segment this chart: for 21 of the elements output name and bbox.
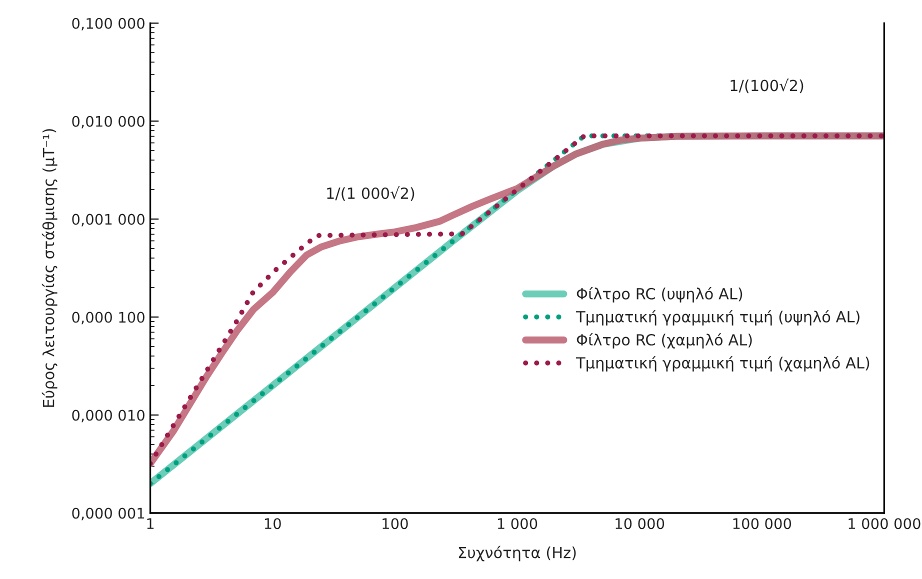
y-tick-label: 0,000 001 [72,508,144,520]
x-axis-title: Συχνότητα (Hz) [458,546,576,562]
y-tick-label: 0,010 000 [72,116,144,128]
x-tick-label: 1 000 [498,518,538,530]
legend-label: Φίλτρο RC (υψηλό AL) [576,287,742,302]
x-tick-label: 1 000 000 [848,518,920,530]
y-tick-label: 0,100 000 [72,18,144,30]
annotation: 1/(100√2) [730,78,804,94]
y-axis-title: Εύρος λειτουργίας στάθμισης (μT⁻¹) [42,129,58,407]
legend-label: Τμηματική γραμμική τιμή (υψηλό AL) [576,310,860,326]
x-tick-label: 100 000 [733,518,792,530]
y-tick-label: 0,001 000 [72,214,144,226]
x-tick-label: 1 [147,518,154,529]
annotation: 1/(1 000√2) [327,186,414,201]
x-tick-label: 10 [264,518,281,530]
x-tick-label: 10 000 [616,518,664,530]
x-tick-label: 100 [382,518,408,530]
legend-label: Φίλτρο RC (χαμηλό AL) [576,333,752,349]
legend-label: Τμηματική γραμμική τιμή (χαμηλό AL) [576,356,870,372]
y-tick-label: 0,000 010 [72,410,144,422]
y-tick-label: 0,000 100 [72,312,144,324]
